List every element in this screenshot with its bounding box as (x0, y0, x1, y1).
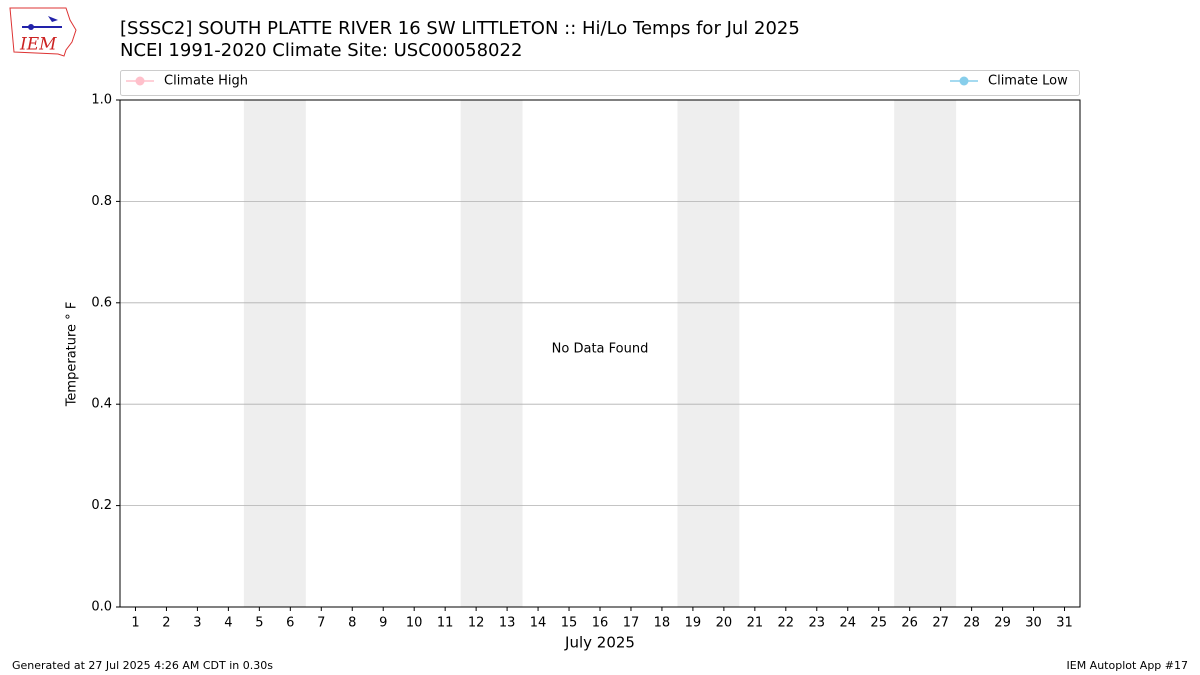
annotation: No Data Found (552, 342, 649, 357)
chart-title: [SSSC2] SOUTH PLATTE RIVER 16 SW LITTLET… (120, 18, 800, 39)
legend (120, 70, 1080, 96)
x-tick-label: 8 (348, 616, 356, 631)
legend-marker (135, 76, 145, 86)
y-tick-label: 0.2 (91, 498, 112, 513)
y-tick-label: 0.4 (91, 397, 112, 412)
y-tick-label: 0.8 (91, 194, 112, 209)
weekend-band (677, 100, 740, 607)
weekend-band (460, 100, 523, 607)
x-tick-label: 18 (654, 616, 671, 631)
x-tick-label: 10 (406, 616, 423, 631)
footer-right: IEM Autoplot App #17 (1067, 659, 1189, 672)
x-tick-label: 14 (530, 616, 547, 631)
x-tick-label: 27 (932, 616, 949, 631)
x-tick-label: 28 (963, 616, 980, 631)
legend-label: Climate High (164, 74, 248, 89)
y-axis-label: Temperature ° F (65, 302, 80, 408)
x-tick-label: 15 (561, 616, 578, 631)
x-tick-label: 22 (778, 616, 795, 631)
x-tick-label: 11 (437, 616, 454, 631)
x-tick-label: 20 (716, 616, 733, 631)
footer-left: Generated at 27 Jul 2025 4:26 AM CDT in … (12, 659, 273, 672)
x-tick-label: 3 (193, 616, 201, 631)
weekend-band (243, 100, 306, 607)
x-tick-label: 6 (286, 616, 294, 631)
x-tick-label: 21 (747, 616, 764, 631)
y-tick-label: 0.6 (91, 295, 112, 310)
legend-label: Climate Low (988, 74, 1068, 89)
x-tick-label: 23 (809, 616, 826, 631)
legend-marker (959, 76, 969, 86)
x-tick-label: 1 (131, 616, 139, 631)
x-tick-label: 24 (839, 616, 856, 631)
x-tick-label: 7 (317, 616, 325, 631)
logo: IEM (9, 7, 77, 57)
x-tick-label: 12 (468, 616, 485, 631)
weekend-band (894, 100, 957, 607)
x-tick-label: 16 (592, 616, 609, 631)
x-tick-label: 31 (1056, 616, 1073, 631)
x-tick-label: 13 (499, 616, 516, 631)
x-tick-label: 9 (379, 616, 387, 631)
x-tick-label: 17 (623, 616, 640, 631)
x-axis-label: July 2025 (564, 634, 635, 652)
x-tick-label: 4 (224, 616, 232, 631)
y-tick-label: 0.0 (91, 600, 112, 615)
x-tick-label: 19 (685, 616, 702, 631)
x-tick-label: 25 (870, 616, 887, 631)
logo-text: IEM (19, 35, 57, 55)
chart-subtitle: NCEI 1991-2020 Climate Site: USC00058022 (120, 40, 522, 61)
x-tick-label: 30 (1025, 616, 1042, 631)
x-tick-label: 29 (994, 616, 1011, 631)
x-tick-label: 5 (255, 616, 263, 631)
x-tick-label: 2 (162, 616, 170, 631)
x-tick-label: 26 (901, 616, 918, 631)
plot-frame (119, 99, 1081, 608)
y-tick-label: 1.0 (91, 93, 112, 108)
